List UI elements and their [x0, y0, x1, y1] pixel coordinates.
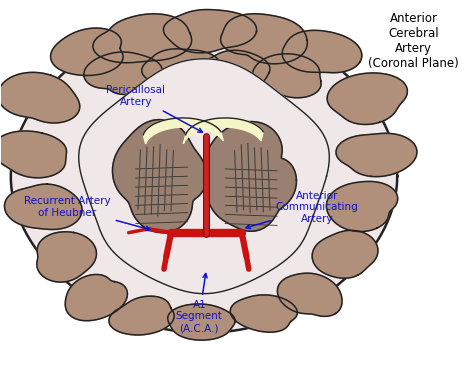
Polygon shape [112, 120, 207, 233]
Text: Anterior
Cerebral
Artery
(Coronal Plane): Anterior Cerebral Artery (Coronal Plane) [368, 12, 459, 70]
Polygon shape [230, 295, 297, 332]
Polygon shape [37, 232, 96, 282]
Polygon shape [143, 118, 223, 144]
Text: Anterior
Communicating
Artery: Anterior Communicating Artery [246, 190, 358, 229]
Polygon shape [79, 59, 329, 294]
Polygon shape [4, 184, 82, 229]
Polygon shape [253, 54, 321, 98]
Polygon shape [336, 133, 417, 177]
Polygon shape [327, 181, 398, 232]
Polygon shape [282, 30, 362, 73]
Polygon shape [51, 28, 123, 76]
Polygon shape [168, 304, 235, 340]
Polygon shape [11, 19, 397, 333]
Polygon shape [0, 72, 80, 123]
Text: Pericallosal
Artery: Pericallosal Artery [106, 85, 202, 132]
Text: Recurrent Artery
of Heubner: Recurrent Artery of Heubner [24, 196, 150, 230]
Polygon shape [327, 73, 407, 124]
Polygon shape [93, 14, 191, 63]
Polygon shape [109, 296, 174, 335]
Polygon shape [277, 273, 342, 316]
Polygon shape [142, 49, 223, 89]
Polygon shape [220, 14, 307, 64]
Polygon shape [204, 121, 296, 231]
Text: A1
Segment
(A.C.A.): A1 Segment (A.C.A.) [176, 273, 223, 333]
Polygon shape [65, 275, 128, 321]
Polygon shape [164, 10, 256, 53]
Polygon shape [183, 118, 264, 144]
Polygon shape [194, 50, 270, 91]
Polygon shape [0, 131, 66, 178]
Polygon shape [84, 52, 163, 94]
Polygon shape [312, 230, 378, 278]
